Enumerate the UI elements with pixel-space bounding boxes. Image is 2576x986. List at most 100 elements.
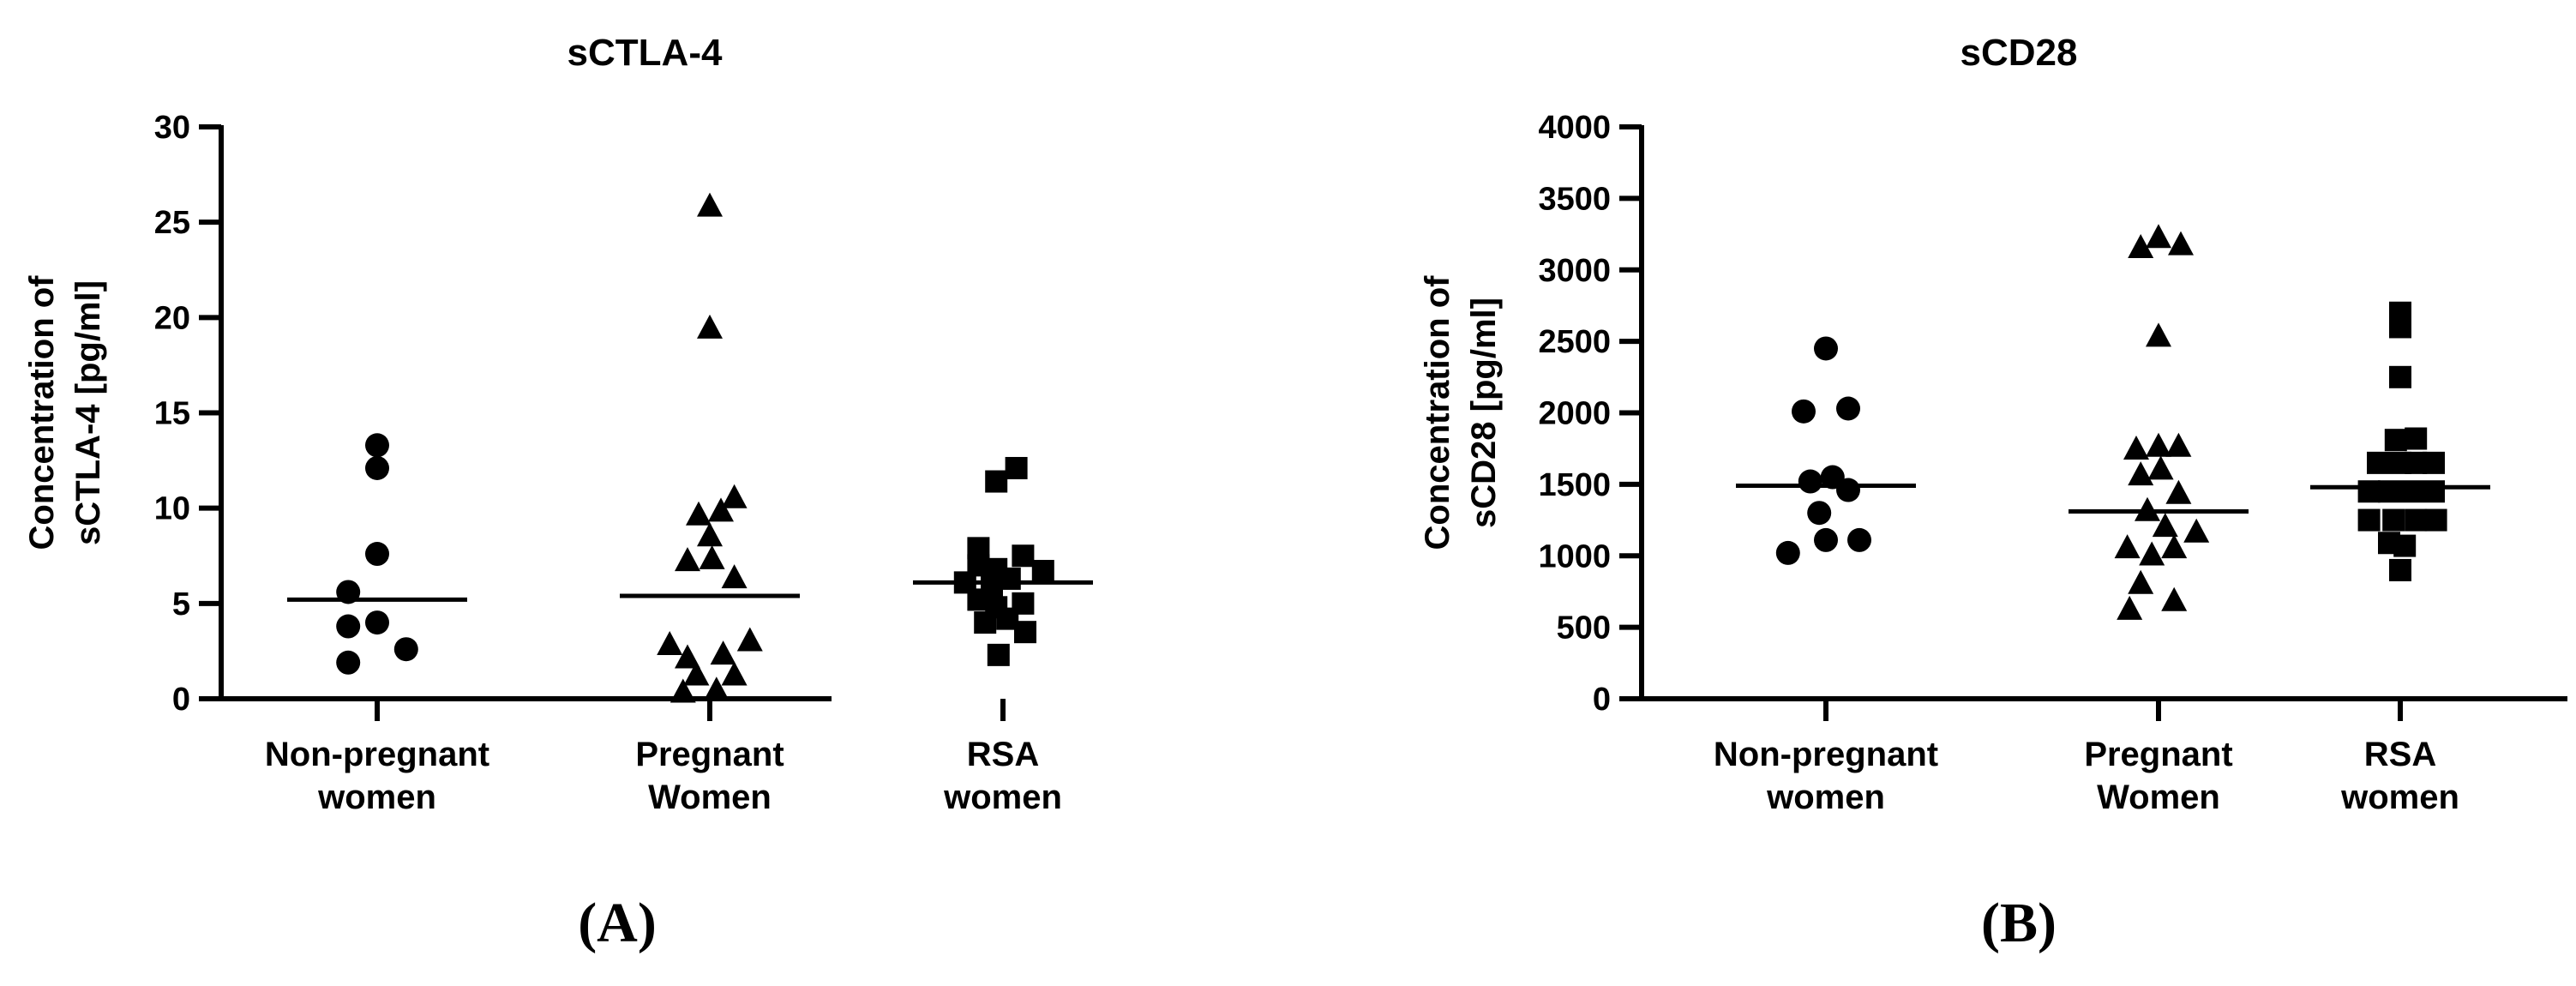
data-point-triangle [2168,231,2194,256]
data-point-triangle [2123,436,2149,460]
y-tick-label: 2500 [1538,324,1611,360]
data-point-square [2405,427,2428,450]
y-tick-label: 30 [154,110,190,146]
data-point-triangle [2128,461,2154,486]
x-category-label: Non-pregnant [1714,736,1938,773]
x-category-label: Women [2097,779,2220,816]
y-tick-label: 0 [172,682,190,718]
data-point-triangle [2146,432,2171,457]
data-point-square [2400,480,2423,503]
y-tick-label: 3500 [1538,181,1611,217]
data-point-square [998,567,1021,590]
x-category-label: women [943,779,1062,816]
data-point-triangle [697,314,723,339]
y-tick-label: 10 [154,491,190,527]
data-point-circle [365,433,389,458]
data-point-triangle [2165,479,2192,504]
y-tick-label: 4000 [1538,110,1611,146]
data-point-triangle [686,501,712,526]
data-point-square [2424,508,2447,532]
data-point-square [1012,544,1035,568]
x-category-label: Pregnant [2084,736,2232,773]
x-category-label: RSA [967,736,1039,773]
y-tick-label: 15 [154,396,190,432]
x-category-label: Pregnant [635,736,784,773]
data-point-square [2423,480,2445,503]
data-point-triangle [699,544,725,569]
data-point-circle [1798,469,1822,494]
data-point-triangle [2152,513,2178,538]
y-tick-label: 3000 [1538,253,1611,289]
y-tick-label: 20 [154,300,190,336]
data-point-triangle [2165,432,2192,457]
x-category-label: women [2340,779,2459,816]
chart-title: sCD28 [1961,32,2078,74]
panel-label: (A) [578,892,657,954]
data-point-square [1014,621,1036,644]
chart-panel-b: sCD28 Concentration of sCD28 [pg/ml] 0 500 10… [1419,32,2567,954]
data-point-triangle [708,497,734,522]
y-axis-label: Concentration of [23,275,61,550]
data-point-triangle [2146,322,2171,347]
data-point-square [2389,365,2411,388]
data-point-circle [365,542,389,567]
data-point-triangle [721,564,748,589]
data-point-circle [336,650,361,675]
data-point-triangle [2147,455,2174,480]
data-point-circle [1814,336,1838,361]
x-category-label: women [317,779,436,816]
data-point-circle [1792,399,1816,424]
data-point-circle [1807,501,1832,526]
data-point-triangle [697,192,723,217]
x-category-label: Women [648,779,772,816]
data-point-square [2423,451,2445,474]
data-point-square [974,611,997,634]
chart-title: sCTLA-4 [567,32,723,74]
data-point-square [1005,456,1028,479]
data-point-triangle [2128,233,2154,258]
data-point-square [2357,480,2381,503]
data-point-square [2367,451,2389,474]
data-point-circle [393,637,418,662]
y-tick-label: 2000 [1538,396,1611,432]
data-point-triangle [2139,541,2165,566]
data-point-circle [336,614,361,639]
data-point-triangle [2114,534,2141,559]
data-point-square [987,643,1010,666]
data-point-square [985,470,1008,493]
data-point-triangle [721,661,748,686]
x-category-label: women [1766,779,1885,816]
data-point-triangle [2161,586,2188,611]
y-tick-label: 5 [172,586,190,622]
data-point-circle [1814,527,1838,552]
data-point-square [2382,508,2405,532]
data-point-triangle [2183,518,2210,543]
y-tick-label: 25 [154,205,190,241]
data-point-triangle [683,661,710,686]
data-point-square [2405,508,2428,532]
data-point-circle [1836,396,1860,421]
data-point-triangle [2128,569,2154,594]
data-point-square [2357,508,2381,532]
data-point-triangle [675,644,700,669]
data-point-triangle [2135,496,2160,521]
y-tick-label: 1500 [1538,467,1611,503]
chart-panel-a: sCTLA-4 Concentration of sCTLA-4 [pg/ml] 0 5… [23,32,1093,954]
data-point-triangle [675,547,700,572]
data-point-triangle [670,678,696,703]
data-point-triangle [710,640,736,665]
data-point-circle [1847,527,1871,552]
y-axis-label: sCD28 [pg/ml] [1465,298,1503,528]
data-point-triangle [657,630,683,655]
x-category-label: RSA [2364,736,2436,773]
data-point-circle [365,610,389,635]
data-point-circle [365,455,389,480]
data-point-circle [1836,478,1860,502]
x-category-label: Non-pregnant [265,736,489,773]
data-point-triangle [2161,534,2188,559]
data-point-circle [1775,540,1800,565]
data-point-square [1031,560,1054,583]
data-point-triangle [736,627,763,652]
y-tick-label: 1000 [1538,538,1611,574]
